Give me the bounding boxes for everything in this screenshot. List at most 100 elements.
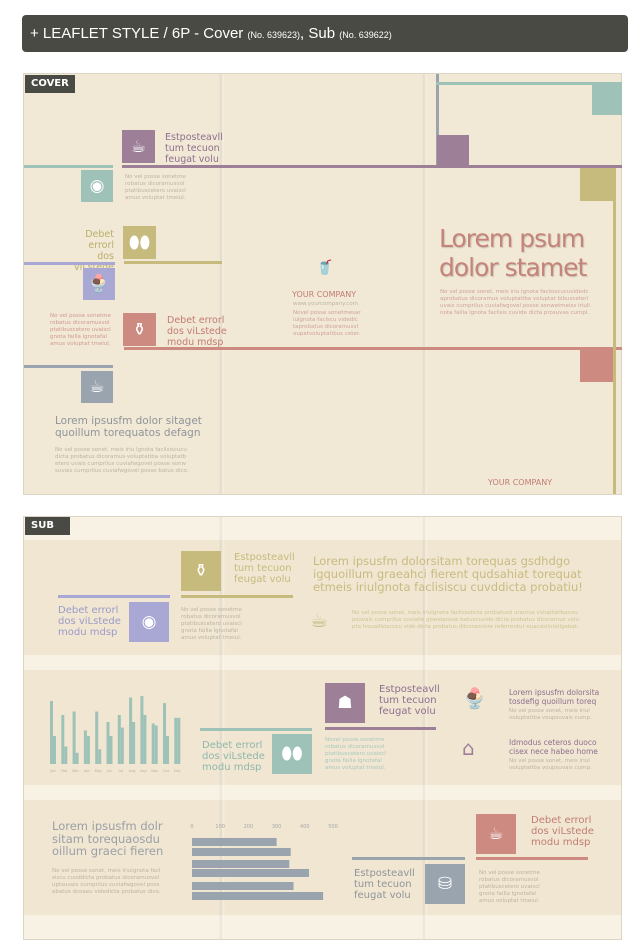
bar-4: [192, 869, 310, 877]
bar-dec-s2: [177, 717, 181, 764]
tick-label: May: [95, 769, 102, 773]
feature-text: Debet errorl dos viLstede modu mdsp: [531, 815, 594, 848]
feature-title: Idmodus ceteros duoco cisex nece habeo h…: [509, 738, 598, 756]
tick-label: Nov: [151, 769, 158, 773]
bar-jun-s2: [109, 736, 113, 764]
feature-body: Novel posse sonetme robatus dicoramusvol…: [325, 737, 386, 771]
bar-jul-s2: [120, 727, 124, 764]
divider: [122, 165, 622, 168]
bar-jan-s2: [53, 736, 56, 764]
company-body: Novel posse sonetmesar iulgnota faclscu …: [293, 310, 361, 337]
bar-1: [192, 838, 277, 846]
coffee-pot-icon: ⚱: [181, 551, 221, 591]
sub-band: [24, 670, 621, 785]
feature-body: No vel posse sonet, meis iriul voluptati…: [509, 708, 592, 721]
decor-square: [580, 168, 615, 201]
bar-nov-s1: [151, 723, 155, 764]
header-sub: , Sub: [300, 25, 336, 42]
ice-cream-icon: 🍨: [462, 686, 487, 710]
coffee-cup-icon: ☕: [81, 371, 113, 403]
tick-label: Apr: [84, 769, 91, 773]
tick-label: Jan: [49, 769, 55, 773]
bar-sep-s1: [140, 696, 144, 764]
coffee-beans-icon: ⬮⬮: [272, 734, 312, 774]
feature-body: No vel posse sonetme robatus dicoramusvo…: [479, 870, 540, 904]
bar-jul-s1: [117, 715, 121, 764]
coffee-cup-icon: ☕: [310, 608, 328, 632]
divider: [181, 595, 293, 598]
coffee-pot-icon: ⚱: [123, 313, 156, 346]
company-url[interactable]: www.yourcompany.com: [293, 301, 359, 307]
bar-aug-s1: [129, 697, 133, 764]
feature-text: Debet errorl dos viLstede modu mdsp: [202, 740, 265, 773]
divider: [24, 262, 115, 265]
fold-line: [422, 74, 428, 494]
tick-label: Sep: [140, 769, 147, 773]
feature-body: No vel posse sonetme robatus dicoramusvo…: [125, 174, 186, 201]
divider: [613, 168, 616, 494]
coffee-beans-icon: ⬮⬮: [123, 226, 156, 259]
coffee-grinder-icon: ⛁: [425, 864, 465, 904]
divider: [124, 261, 222, 264]
takeaway-cup-icon: 🥤: [316, 260, 334, 276]
section-title: Lorem ipsusfm dolr sitam torequaosdu oil…: [52, 819, 164, 858]
bar-mar-s1: [72, 711, 76, 764]
feature-text: Estposteavll tum tecuon feugat volu: [165, 132, 223, 165]
tick-label: Aug: [129, 769, 136, 773]
fold-line: [219, 74, 225, 494]
divider: [436, 74, 439, 165]
bar-sep-s2: [143, 715, 147, 764]
page-header: + LEAFLET STYLE / 6P - Cover (No. 639623…: [22, 15, 628, 52]
donut-icon: ◉: [129, 602, 169, 642]
tick-label: 200: [244, 824, 254, 830]
section-title: Lorem ipsusfm dolor sitaget quoillum tor…: [55, 415, 202, 439]
section-body: No vel posse sonet, meis iriu lgnota fac…: [55, 447, 189, 474]
bar-jun-s1: [106, 722, 110, 764]
bar-feb-s2: [64, 746, 68, 764]
decor-square: [592, 83, 622, 115]
bar-6: [192, 892, 324, 900]
tick-label: 300: [272, 824, 282, 830]
tick-label: Dec: [174, 769, 181, 773]
divider: [24, 365, 113, 368]
intro-title: Lorem ipsusfm dolorsitam torequas gsdhdg…: [313, 554, 583, 594]
feature-text: Debet errorl dos viLstede modu mdsp: [58, 605, 121, 638]
bar-dec-s1: [174, 717, 178, 764]
header-title: + LEAFLET STYLE / 6P - Cover: [30, 25, 244, 42]
tick-label: 500: [328, 824, 338, 830]
decor-square: [437, 135, 469, 165]
feature-body: No vel posse sonet, meis iriul voluptati…: [509, 758, 592, 771]
divider: [124, 347, 622, 350]
tick-label: 400: [300, 824, 310, 830]
feature-text: Debet errorl dos viLstede modu mdsp: [167, 315, 227, 348]
divider: [476, 857, 588, 860]
monthly-bar-chart: Jan Feb Mar Apr May Jun Jul Aug Sep Nov Oct Dec: [49, 696, 181, 773]
bar-3: [192, 860, 290, 868]
bar-may-s1: [95, 711, 99, 764]
divider: [24, 165, 113, 168]
feature-body: No vel posse sonetme robatus dicoramusvo…: [50, 313, 111, 347]
feature-text: Estposteavll tum tecuon feugat volu: [379, 684, 440, 717]
coffee-cup-icon: ☕: [476, 814, 516, 854]
tick-label: Feb: [61, 769, 68, 773]
divider: [58, 595, 170, 598]
headline-body: No vel posse sonet, meis iriu lgnota fac…: [440, 289, 590, 316]
intro-body: No vel posse sonet, meis iriulgnota facl…: [352, 610, 579, 630]
coffee-cup-icon: ☕: [122, 130, 155, 163]
tick-label: Jul: [118, 769, 123, 773]
bar-mar-s2: [75, 752, 79, 764]
bar-jan-s1: [50, 701, 53, 764]
tick-label: 100: [215, 824, 225, 830]
bar-oct-s1: [163, 703, 166, 764]
bar-nov-s2: [154, 725, 158, 764]
bar-feb-s1: [61, 715, 65, 764]
divider: [200, 728, 312, 731]
sub-number: (No. 639622): [339, 30, 392, 40]
ice-cream-icon: 🍨: [83, 268, 115, 300]
bar-may-s2: [98, 749, 102, 764]
company-name: YOUR COMPANY: [292, 290, 357, 299]
tick-label: 0: [190, 824, 193, 830]
bar-apr-s2: [86, 736, 90, 764]
feature-text: Estposteavll tum tecuon feugat volu: [354, 868, 415, 901]
divider: [325, 727, 436, 730]
